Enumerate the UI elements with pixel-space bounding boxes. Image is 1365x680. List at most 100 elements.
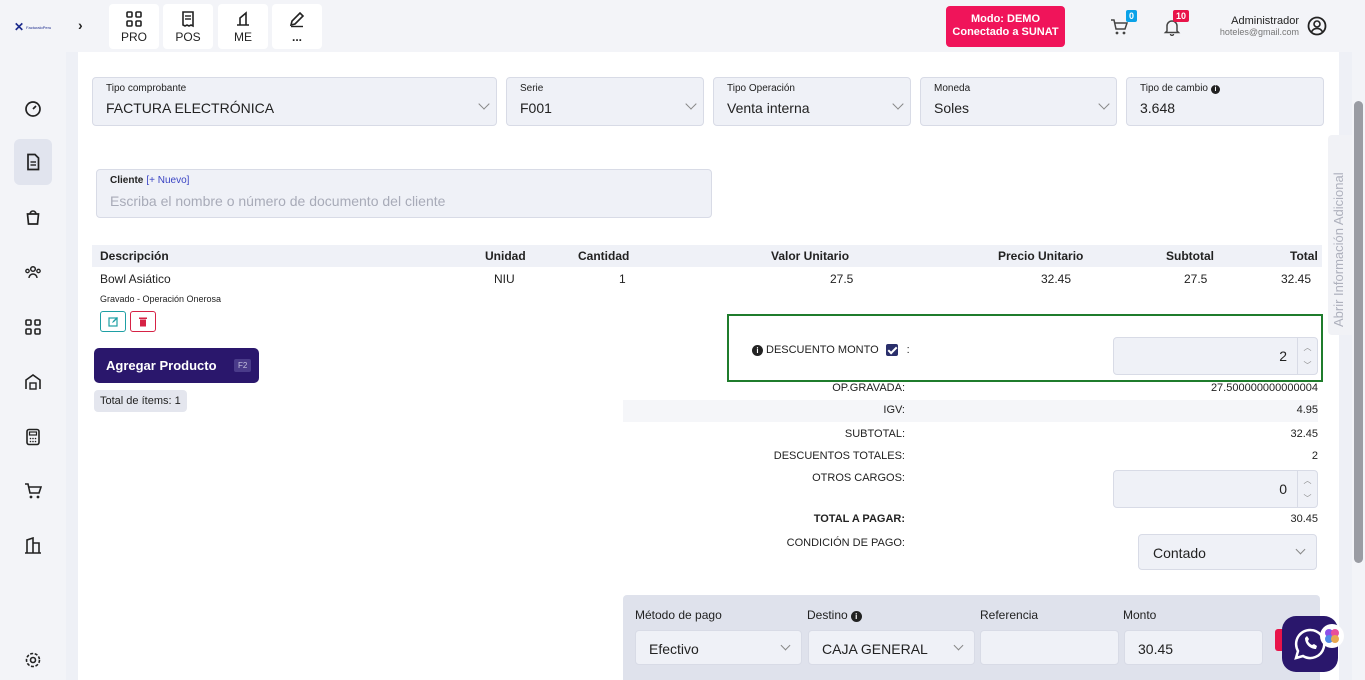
cart-icon[interactable] bbox=[1110, 18, 1128, 36]
additional-info-label: Abrir Información Adicional bbox=[1331, 172, 1346, 327]
settings-icon bbox=[25, 652, 41, 668]
chevron-down-icon bbox=[892, 98, 904, 110]
discount-label: DESCUENTO MONTO bbox=[766, 344, 879, 356]
input-value: 0 bbox=[1279, 481, 1287, 497]
expand-sidebar-chevron-icon[interactable]: › bbox=[78, 17, 83, 33]
destination-select[interactable]: CAJA GENERAL bbox=[808, 630, 975, 665]
tipo-cambio-input[interactable]: Tipo de cambio i 3.648 bbox=[1126, 77, 1324, 126]
column-header: Unidad bbox=[485, 249, 526, 263]
destination-header-group: Destino i bbox=[807, 608, 862, 622]
number-stepper[interactable]: ︿ ﹀ bbox=[1297, 338, 1317, 374]
additional-info-tab[interactable]: Abrir Información Adicional bbox=[1328, 135, 1352, 335]
shopping-bag-icon bbox=[26, 210, 40, 225]
column-header: Total bbox=[1290, 249, 1318, 263]
chevron-down-icon bbox=[953, 640, 964, 651]
otros-cargos-label: OTROS CARGOS: bbox=[812, 472, 905, 484]
otros-cargos-input[interactable]: 0 ︿ ﹀ bbox=[1113, 470, 1318, 508]
serie-select[interactable]: Serie F001 bbox=[506, 77, 704, 126]
building-icon bbox=[25, 537, 41, 554]
payment-section: Método de pago Destino i Referencia Monto… bbox=[623, 595, 1320, 680]
select-value: Contado bbox=[1153, 545, 1206, 561]
new-client-link[interactable]: [+ Nuevo] bbox=[146, 175, 190, 186]
payment-method-select[interactable]: Efectivo bbox=[635, 630, 802, 665]
item-unit-value: 27.5 bbox=[830, 272, 854, 286]
cart-icon bbox=[25, 483, 42, 499]
payment-method-header: Método de pago bbox=[635, 608, 722, 622]
app-logo[interactable]: ✕ FacturaloPeru bbox=[14, 20, 54, 34]
chevron-down-icon[interactable]: ﹀ bbox=[1303, 360, 1312, 370]
field-label: Moneda bbox=[934, 83, 971, 94]
chevron-down-icon bbox=[780, 640, 791, 651]
add-product-label: Agregar Producto bbox=[106, 358, 217, 373]
quick-button-pro[interactable]: PRO bbox=[109, 4, 159, 49]
total-pagar-label: TOTAL A PAGAR: bbox=[813, 513, 905, 525]
total-pagar-value: 30.45 bbox=[1290, 513, 1318, 525]
logo-text: FacturaloPeru bbox=[26, 24, 52, 30]
demo-mode-button[interactable]: Modo: DEMO Conectado a SUNAT bbox=[946, 6, 1065, 47]
chevron-down-icon bbox=[1098, 98, 1110, 110]
field-label: Serie bbox=[520, 83, 544, 94]
discount-amount-checkbox[interactable] bbox=[885, 344, 898, 356]
tipo-comprobante-select[interactable]: Tipo comprobante FACTURA ELECTRÓNICA bbox=[92, 77, 497, 126]
item-subtotal: 27.5 bbox=[1184, 272, 1208, 286]
reference-input[interactable] bbox=[980, 630, 1119, 665]
chevron-up-icon[interactable]: ︿ bbox=[1303, 475, 1312, 485]
discount-section: i DESCUENTO MONTO : 2 ︿ ﹀ bbox=[727, 314, 1323, 382]
sidebar-item-clients[interactable] bbox=[14, 249, 52, 295]
user-avatar-icon[interactable] bbox=[1307, 16, 1327, 36]
op-gravada-value: 27.500000000000004 bbox=[1210, 382, 1318, 394]
tipo-operacion-select[interactable]: Tipo Operación Venta interna bbox=[713, 77, 911, 126]
sidebar-item-calculator[interactable] bbox=[14, 414, 52, 460]
chevron-up-icon[interactable]: ︿ bbox=[1303, 342, 1312, 352]
cart-count-badge: 0 bbox=[1126, 10, 1138, 22]
number-stepper[interactable]: ︿ ﹀ bbox=[1297, 471, 1317, 507]
sidebar-item-warehouse[interactable] bbox=[14, 359, 52, 405]
chevron-down-icon[interactable]: ﹀ bbox=[1303, 493, 1312, 503]
sidebar-item-company[interactable] bbox=[14, 523, 52, 569]
discount-label-group: i DESCUENTO MONTO : bbox=[749, 344, 910, 356]
info-icon[interactable]: i bbox=[850, 611, 862, 622]
cliente-search-input[interactable]: Cliente [+ Nuevo] Escriba el nombre o núm… bbox=[96, 169, 712, 218]
subtotal-label: SUBTOTAL: bbox=[844, 428, 905, 440]
sidebar-item-dashboard[interactable] bbox=[14, 86, 52, 132]
sidebar-item-products[interactable] bbox=[14, 194, 52, 240]
warehouse-icon bbox=[25, 374, 41, 390]
quick-button-me[interactable]: ME bbox=[218, 4, 268, 49]
edit-icon bbox=[289, 11, 305, 27]
edit-icon bbox=[107, 317, 118, 327]
item-description: Bowl Asiático bbox=[100, 272, 171, 286]
item-quantity: 1 bbox=[619, 272, 626, 286]
notification-count-badge: 10 bbox=[1173, 10, 1190, 22]
users-icon bbox=[25, 265, 41, 279]
descuentos-totales-value: 2 bbox=[1311, 450, 1318, 462]
discount-amount-input[interactable]: 2 ︿ ﹀ bbox=[1113, 337, 1318, 375]
quick-button-label: ME bbox=[234, 29, 252, 44]
receipt-icon bbox=[182, 10, 194, 27]
left-sidebar bbox=[0, 52, 66, 680]
subtotal-value: 32.45 bbox=[1290, 428, 1318, 440]
document-icon bbox=[27, 153, 40, 171]
shortcut-key-badge: F2 bbox=[234, 359, 252, 372]
ai-assistant-button[interactable] bbox=[1320, 624, 1344, 648]
amount-input[interactable]: 30.45 bbox=[1124, 630, 1263, 665]
igv-value: 4.95 bbox=[1296, 404, 1318, 416]
moneda-select[interactable]: Moneda Soles bbox=[920, 77, 1117, 126]
item-total: 32.45 bbox=[1281, 272, 1312, 286]
sidebar-item-documents[interactable] bbox=[14, 139, 52, 185]
quick-button-more[interactable]: ... bbox=[272, 4, 322, 49]
info-icon[interactable]: i bbox=[752, 344, 763, 356]
column-header: Descripción bbox=[100, 249, 169, 263]
sidebar-item-apps[interactable] bbox=[14, 304, 52, 350]
scrollbar-thumb[interactable] bbox=[1354, 101, 1363, 563]
condicion-pago-select[interactable]: Contado bbox=[1138, 534, 1317, 570]
edit-item-button[interactable] bbox=[100, 311, 126, 332]
dashboard-icon bbox=[25, 101, 41, 117]
info-icon[interactable]: i bbox=[1211, 85, 1220, 94]
quick-button-pos[interactable]: POS bbox=[163, 4, 213, 49]
top-bar: ✕ FacturaloPeru › PRO POS ME ... Modo: D… bbox=[0, 0, 1365, 52]
add-product-button[interactable]: Agregar Producto F2 bbox=[94, 348, 259, 383]
delete-item-button[interactable] bbox=[130, 311, 156, 332]
quick-button-label: ... bbox=[291, 29, 302, 44]
sidebar-item-settings[interactable] bbox=[14, 637, 52, 680]
sidebar-item-purchases[interactable] bbox=[14, 468, 52, 514]
